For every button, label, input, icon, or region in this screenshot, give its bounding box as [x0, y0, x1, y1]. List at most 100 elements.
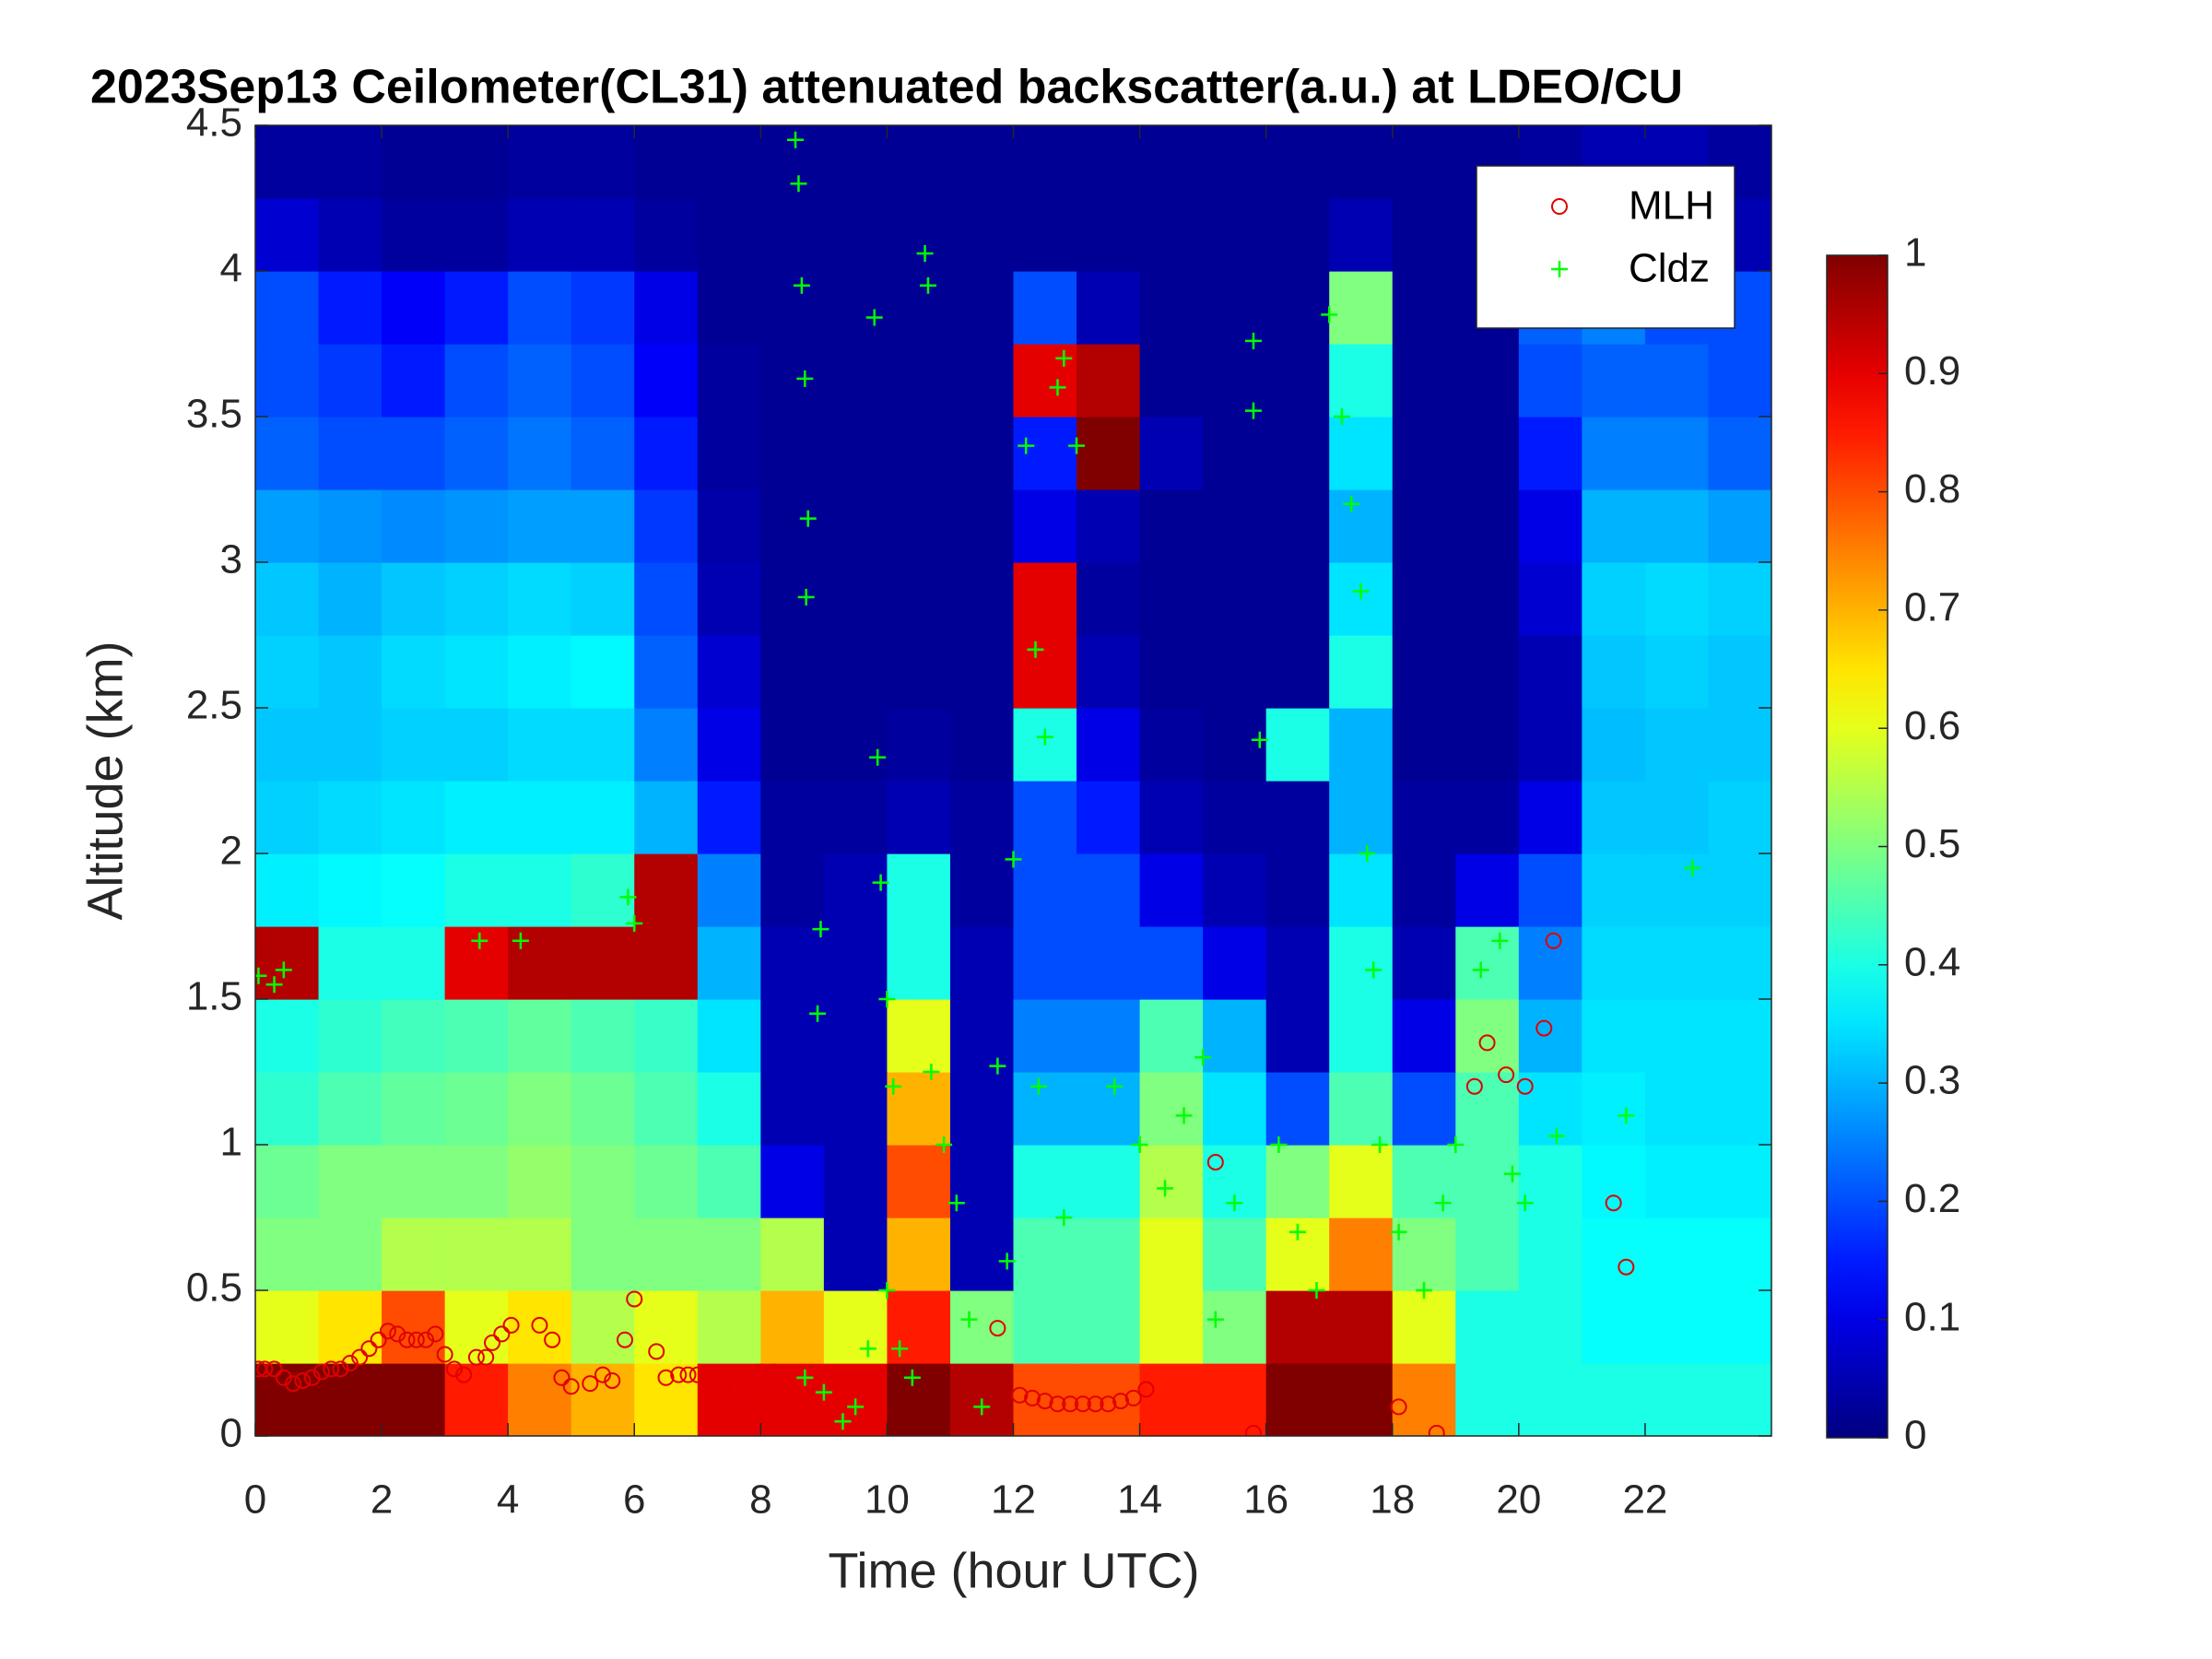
mlh-marker [255, 1360, 267, 1378]
mlh-marker [670, 1366, 688, 1383]
heat-cell [1203, 1072, 1267, 1146]
cldz-marker [923, 1064, 940, 1080]
heat-cell [1518, 926, 1583, 1000]
heat-cell [949, 344, 1015, 418]
y-tick-label: 1.5 [186, 974, 242, 1019]
heat-cell [382, 198, 446, 272]
heat-cell [1644, 489, 1710, 563]
heat-cell [1329, 489, 1394, 563]
heat-cell [760, 635, 825, 709]
heat-cell [1329, 198, 1394, 272]
heat-cell [571, 489, 635, 563]
heat-cell [1077, 562, 1141, 636]
heat-cell [1203, 1363, 1267, 1436]
heat-cell [887, 271, 951, 345]
legend-label: Cldz [1629, 246, 1710, 291]
cldz-marker [1321, 306, 1338, 324]
cldz-marker [512, 932, 529, 949]
heat-cell [318, 781, 382, 854]
heat-cell [634, 271, 699, 345]
heat-cell [255, 271, 320, 345]
mlh-marker [351, 1348, 369, 1366]
heat-cell [949, 125, 1015, 199]
cldz-marker [919, 276, 936, 294]
heat-cell [1329, 344, 1394, 418]
heat-cell [697, 999, 761, 1073]
heat-cell [255, 1218, 320, 1291]
heat-cell [697, 1218, 761, 1291]
heat-cell [949, 562, 1015, 636]
heat-cell [1203, 489, 1267, 563]
heat-cell [1518, 344, 1583, 418]
heat-cell [1392, 562, 1456, 636]
heat-cell [508, 125, 572, 199]
heat-cell [255, 417, 320, 490]
cldz-marker [872, 874, 889, 891]
heat-cell [887, 1363, 951, 1436]
mlh-marker [989, 1320, 1006, 1337]
heat-cell [1644, 344, 1710, 418]
heat-cell [760, 198, 825, 272]
heat-cell [1392, 926, 1456, 1000]
heat-cell [571, 562, 635, 636]
heat-cell [571, 125, 635, 199]
heat-cell [1203, 198, 1267, 272]
mlh-marker [616, 1331, 633, 1348]
heat-cell [382, 344, 446, 418]
heat-cell [1392, 1290, 1456, 1364]
heat-cell [571, 999, 635, 1073]
x-tick-label: 8 [749, 1477, 771, 1523]
heat-cell [887, 1145, 951, 1218]
heat-cell [1139, 125, 1204, 199]
heat-cell [1013, 635, 1077, 709]
heat-cell [1518, 635, 1583, 709]
heat-cell [1013, 1363, 1077, 1436]
heat-cell [1077, 1072, 1141, 1146]
y-tick-label: 0 [220, 1411, 242, 1456]
heat-cell [318, 853, 382, 927]
cldz-marker [1244, 402, 1262, 419]
heat-cell [571, 1363, 635, 1436]
cldz-marker [947, 1194, 965, 1212]
heat-cell [1392, 708, 1456, 782]
mlh-marker [455, 1366, 473, 1383]
mlh-marker [1551, 198, 1568, 215]
heat-cell [255, 489, 320, 563]
cldz-marker [1049, 379, 1066, 396]
cldz-marker [793, 276, 810, 294]
heat-cell [1455, 1072, 1520, 1146]
heat-cell [1265, 271, 1330, 345]
mlh-marker [256, 1360, 274, 1378]
heat-cell [255, 125, 320, 199]
heat-cell [1518, 781, 1583, 854]
heat-cell [382, 1145, 446, 1218]
x-tick-label: 16 [1243, 1477, 1288, 1523]
heat-cell [1077, 708, 1141, 782]
x-tick-label: 6 [623, 1477, 645, 1523]
heat-cell [382, 489, 446, 563]
heat-cell [697, 344, 761, 418]
heat-cell [1708, 926, 1771, 1000]
x-tick-label: 18 [1370, 1477, 1415, 1523]
heat-cell [949, 1218, 1015, 1291]
cldz-marker [255, 967, 267, 984]
heat-cell [1265, 344, 1330, 418]
heat-cell [1013, 1072, 1077, 1146]
heat-cell [1644, 708, 1710, 782]
heat-cell [382, 125, 446, 199]
mlh-marker [1535, 1019, 1553, 1037]
heat-cell [887, 926, 951, 1000]
heat-cell [1139, 562, 1204, 636]
heat-cell [1265, 125, 1330, 199]
heat-cell [1139, 853, 1204, 927]
heat-cell [1013, 562, 1077, 636]
heat-cell [1455, 562, 1520, 636]
heat-cell [1455, 635, 1520, 709]
mlh-marker [544, 1331, 561, 1348]
heat-cell [1139, 708, 1204, 782]
x-axis-label: Time (hour UTC) [828, 1543, 1199, 1598]
heat-cell [887, 198, 951, 272]
heat-cell [382, 635, 446, 709]
heat-cell [1708, 635, 1771, 709]
